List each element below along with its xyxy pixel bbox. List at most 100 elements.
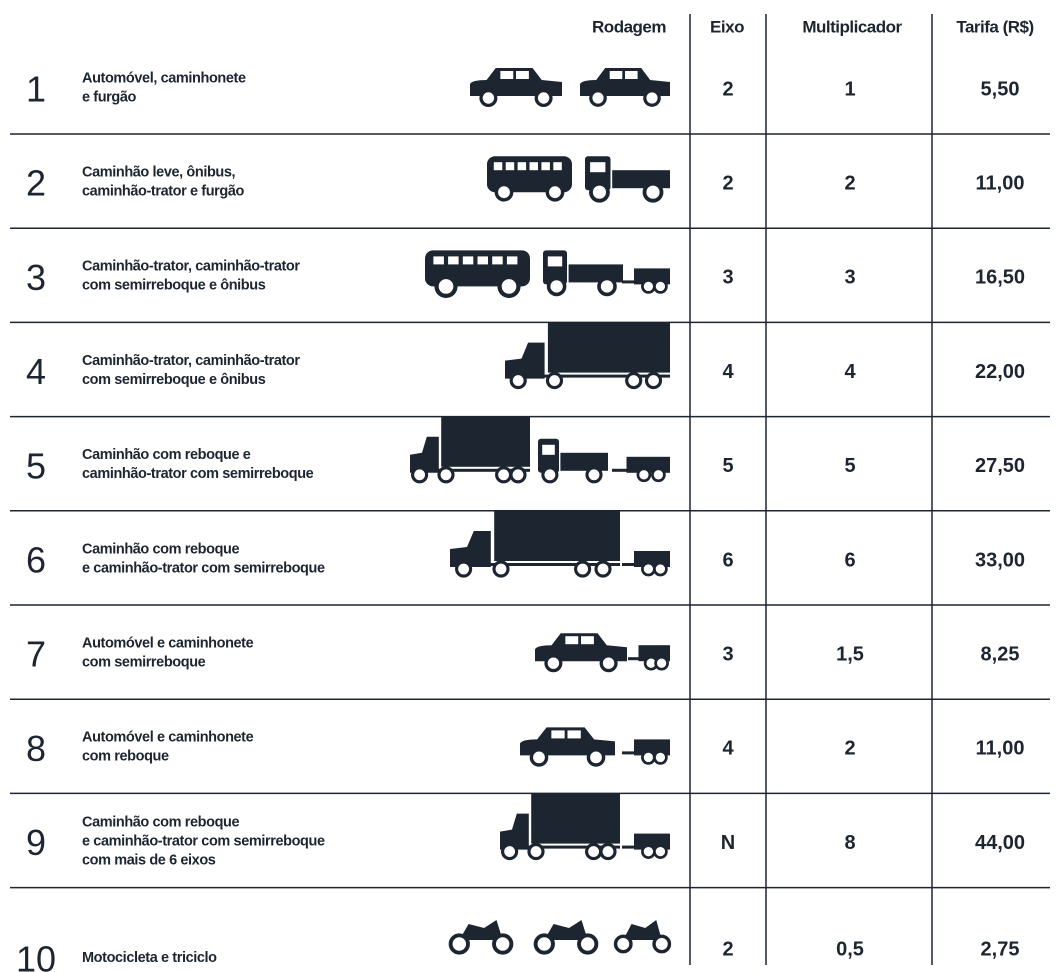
wheel: [599, 278, 615, 294]
header: Eixo: [710, 17, 744, 36]
window: [516, 71, 529, 79]
tarifa: 5,50: [981, 78, 1020, 100]
row-number: 4: [26, 351, 46, 392]
wheel: [654, 936, 669, 951]
wheel: [497, 468, 511, 482]
row-number: 3: [26, 257, 46, 298]
wheel: [503, 845, 517, 859]
wheel: [654, 846, 666, 858]
wheel: [601, 845, 615, 859]
cab: [500, 814, 529, 850]
wheel: [642, 751, 654, 763]
cargo: [560, 453, 608, 471]
wheel: [642, 846, 654, 858]
multiplicador: 3: [844, 267, 855, 289]
wheel: [587, 468, 601, 482]
eixo: 4: [722, 738, 734, 760]
row-number: 8: [26, 728, 46, 769]
wheel: [654, 280, 666, 292]
vehicle-icons: [505, 323, 670, 388]
vehicle-icons: [410, 417, 670, 482]
wheel: [652, 469, 664, 481]
description: e furgão: [82, 89, 137, 105]
row-number: 5: [26, 445, 46, 486]
tarifa: 8,25: [981, 643, 1020, 665]
eixo: 3: [722, 643, 733, 665]
wheel: [494, 562, 508, 576]
window: [448, 256, 459, 264]
multiplicador: 4: [844, 361, 856, 383]
description: Caminhão-trator, caminhão-trator: [82, 259, 300, 275]
wheel: [437, 277, 456, 296]
vehicle-icons: [450, 511, 670, 576]
wheel: [529, 845, 543, 859]
wheel: [500, 277, 519, 296]
window: [541, 162, 550, 170]
wheel: [601, 656, 616, 671]
wheel: [481, 91, 496, 106]
tarifa: 11,00: [976, 172, 1025, 194]
description: e caminhão-trator com semirreboque: [82, 833, 325, 849]
wheel: [591, 91, 605, 105]
vehicle-icons: [487, 156, 670, 201]
wheel: [647, 374, 661, 388]
description: Caminhão-trator, caminhão-trator: [82, 353, 300, 369]
wheel: [654, 751, 666, 763]
tarifa: 44,00: [975, 832, 1025, 854]
multiplicador: 0,5: [836, 938, 864, 960]
eixo: 5: [722, 455, 733, 477]
description: com semirreboque e ônibus: [82, 372, 266, 388]
multiplicador: 1: [844, 78, 855, 100]
wheel: [627, 374, 641, 388]
wheel: [511, 468, 525, 482]
window: [548, 256, 562, 266]
multiplicador: 2: [844, 172, 855, 194]
tarifa: 11,00: [976, 738, 1025, 760]
wheel: [413, 468, 427, 482]
description: Automóvel e caminhonete: [82, 730, 254, 746]
wheel: [548, 374, 562, 388]
cab: [450, 531, 491, 567]
window: [553, 162, 562, 170]
wheel: [457, 562, 471, 576]
window: [463, 256, 474, 264]
wheel: [645, 184, 662, 201]
window: [625, 71, 638, 79]
window: [506, 162, 515, 170]
window: [568, 730, 581, 738]
container: [494, 511, 620, 561]
tarifa: 22,00: [975, 361, 1025, 383]
row-number: 1: [26, 69, 46, 110]
wheel: [547, 185, 562, 200]
wheel: [546, 656, 561, 671]
description: e caminhão-trator com semirreboque: [82, 560, 325, 576]
eixo: 2: [722, 78, 733, 100]
row-number: 2: [26, 163, 46, 204]
wheel: [638, 469, 650, 481]
window: [494, 162, 503, 170]
wheel: [531, 750, 546, 765]
description: Caminhão com reboque e: [82, 447, 251, 463]
window: [500, 71, 513, 79]
cargo: [569, 264, 623, 282]
description: caminhão-trator e furgão: [82, 184, 245, 200]
multiplicador: 5: [844, 455, 855, 477]
description: com mais de 6 eixos: [82, 852, 216, 868]
vehicle-icons: [535, 633, 670, 670]
container: [548, 323, 670, 373]
column-dividers: [690, 14, 932, 965]
eixo: 2: [722, 938, 733, 960]
header: Tarifa (R$): [956, 17, 1033, 36]
eixo: 6: [722, 549, 733, 571]
eixo: N: [721, 832, 735, 854]
cargo: [612, 170, 670, 188]
description: Caminhão com reboque: [82, 814, 239, 830]
wheel: [536, 91, 551, 106]
description: caminhão-trator com semirreboque: [82, 466, 314, 482]
header: Multiplicador: [802, 17, 902, 36]
window: [542, 445, 555, 455]
wheel: [645, 91, 659, 105]
description: Caminhão leve, ônibus,: [82, 165, 236, 181]
wheel: [451, 935, 468, 952]
page: Rodagem Eixo Multiplicador Tarifa (R$) 1…: [0, 0, 1059, 972]
